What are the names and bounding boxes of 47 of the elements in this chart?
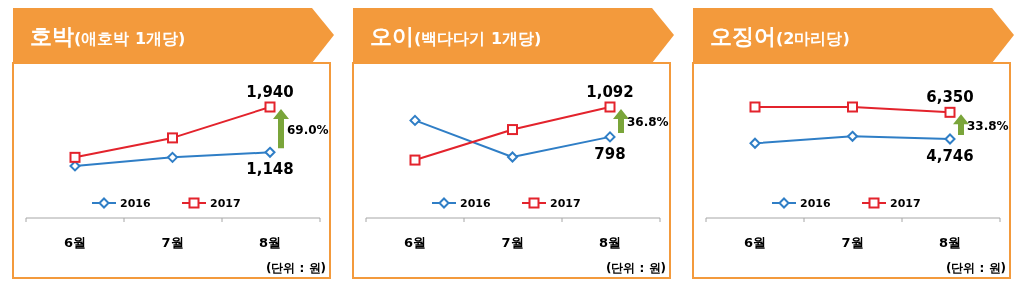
point <box>69 151 81 163</box>
point <box>749 101 761 113</box>
point <box>409 114 421 126</box>
point <box>847 101 858 113</box>
data-label: 4,746 <box>926 147 974 166</box>
text: (단위 : 원) <box>265 261 326 275</box>
x-tick-label: 8월 <box>598 235 622 250</box>
legend-label: 2016 <box>460 197 491 210</box>
point <box>409 154 421 166</box>
point <box>507 124 518 136</box>
point <box>264 146 276 158</box>
legend-label: 2017 <box>890 197 921 210</box>
annotation: 69.0% <box>287 122 329 137</box>
legend-label: 2017 <box>550 197 581 210</box>
point <box>507 151 518 163</box>
chart-title: 오징어(2마리당) <box>710 24 850 49</box>
x-tick-label: 6월 <box>63 235 87 250</box>
x-tick-label: 8월 <box>938 235 962 250</box>
data-label: 6,350 <box>926 88 974 107</box>
x-tick-label: 7월 <box>501 235 524 250</box>
legend-label: 2016 <box>800 197 831 210</box>
point <box>167 151 178 163</box>
x-tick-label: 6월 <box>743 235 767 250</box>
chart-title: 오이(백다다기 1개당) <box>370 24 542 49</box>
annotation: 33.8% <box>967 118 1009 133</box>
point <box>944 106 956 118</box>
text: (단위 : 원) <box>945 261 1006 275</box>
point <box>847 130 858 142</box>
data-label: 1,092 <box>586 83 634 101</box>
chart-title: 호박(애호박 1개당) <box>30 24 186 49</box>
data-label: 1,940 <box>246 83 294 101</box>
point <box>604 101 616 113</box>
legend-label: 2017 <box>210 197 241 210</box>
point <box>749 137 761 149</box>
x-tick-label: 7월 <box>161 235 184 250</box>
point <box>264 101 276 113</box>
text: (단위 : 원) <box>605 261 666 275</box>
point <box>604 131 616 143</box>
point <box>167 132 178 144</box>
data-label: 798 <box>594 144 626 163</box>
x-tick-label: 7월 <box>841 235 864 250</box>
point <box>944 133 956 145</box>
annotation: 36.8% <box>627 114 669 129</box>
data-label: 1,148 <box>246 160 294 179</box>
x-tick-label: 6월 <box>403 235 427 250</box>
x-tick-label: 8월 <box>258 235 282 250</box>
legend-label: 2016 <box>120 197 151 210</box>
